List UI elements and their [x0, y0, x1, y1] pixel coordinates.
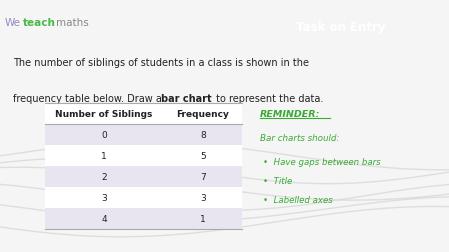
Bar [45, 124, 242, 145]
Bar [45, 103, 242, 124]
Text: Task on Entry: Task on Entry [296, 21, 386, 34]
Text: 8: 8 [200, 130, 206, 139]
Text: 4: 4 [101, 214, 107, 223]
Text: 2: 2 [101, 172, 107, 181]
Text: 7: 7 [200, 172, 206, 181]
Text: teach: teach [23, 18, 56, 28]
Text: frequency table below. Draw a: frequency table below. Draw a [13, 94, 165, 104]
Bar [45, 145, 242, 166]
Bar [45, 166, 242, 187]
Text: •  Title: • Title [263, 176, 293, 185]
Text: 3: 3 [101, 193, 107, 202]
Text: REMINDER:: REMINDER: [260, 110, 320, 119]
Text: 1: 1 [101, 151, 107, 160]
Text: Frequency: Frequency [176, 109, 229, 118]
Text: •  Have gaps between bars: • Have gaps between bars [263, 158, 381, 167]
Text: •  Labelled axes: • Labelled axes [263, 195, 333, 204]
Text: 3: 3 [200, 193, 206, 202]
Text: to represent the data.: to represent the data. [213, 94, 324, 104]
Bar [45, 187, 242, 208]
Text: 0: 0 [101, 130, 107, 139]
Text: bar chart: bar chart [161, 94, 211, 104]
Text: 5: 5 [200, 151, 206, 160]
Text: Number of Siblings: Number of Siblings [56, 109, 153, 118]
Text: We: We [4, 18, 21, 28]
Text: maths: maths [56, 18, 88, 28]
Text: The number of siblings of students in a class is shown in the: The number of siblings of students in a … [13, 58, 309, 68]
Bar [45, 208, 242, 229]
Text: 1: 1 [200, 214, 206, 223]
Text: Bar charts should:: Bar charts should: [260, 134, 339, 143]
